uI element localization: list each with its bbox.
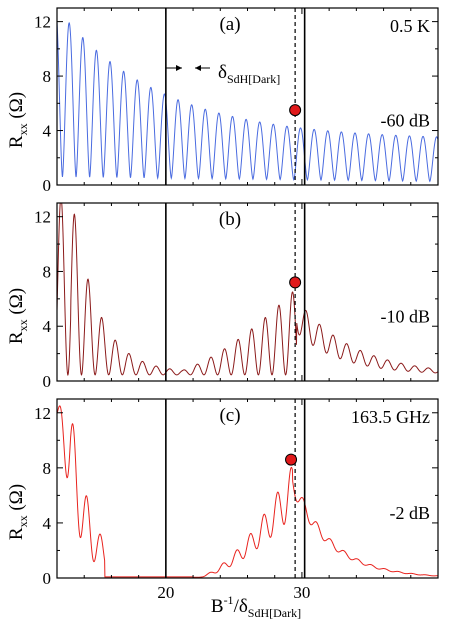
panel-label-0: (a): [219, 14, 240, 35]
xlabel-main: B: [211, 596, 224, 617]
ylabel-unit: (Ω): [6, 484, 27, 511]
y-tick-label-1-2: 8: [43, 262, 52, 281]
corner-label-2: 163.5 GHz: [351, 407, 430, 427]
ylabel-unit: (Ω): [6, 288, 27, 315]
y-tick-label-0-2: 8: [43, 67, 52, 86]
y-tick-label-2-3: 12: [34, 404, 51, 423]
power-label-0: -60 dB: [381, 111, 431, 131]
y-tick-label-1-3: 12: [34, 208, 51, 227]
marker-2: [285, 453, 298, 466]
delta-main: δ: [218, 62, 227, 83]
ylabel-main: R: [6, 527, 27, 540]
y-tick-label-0-3: 12: [34, 13, 51, 32]
x-tick-label-1: 30: [293, 583, 310, 602]
y-tick-label-2-0: 0: [43, 569, 52, 588]
svg-text:δSdH[Dark]: δSdH[Dark]: [218, 62, 280, 86]
ylabel-sub: xx: [16, 515, 30, 527]
plot-frame-0: [56, 7, 439, 186]
ylabel-main: R: [6, 331, 27, 344]
y-tick-label-1-0: 0: [43, 372, 52, 391]
corner-label-0: 0.5 K: [390, 16, 430, 36]
marker-0: [289, 104, 302, 117]
y-tick-label-1-1: 4: [43, 317, 52, 336]
series-line-0-0: [57, 21, 438, 183]
y-tick-label-2-1: 4: [43, 514, 52, 533]
svg-text:Rxx (Ω): Rxx (Ω): [6, 288, 30, 344]
xlabel-sup: -1: [224, 593, 234, 607]
xlabel-sub: SdH[Dark]: [248, 606, 301, 620]
svg-text:Rxx (Ω): Rxx (Ω): [6, 484, 30, 540]
svg-text:Rxx (Ω): Rxx (Ω): [6, 92, 30, 148]
panel-label-1: (b): [219, 209, 241, 230]
delta-annotation: δSdH[Dark]: [166, 62, 280, 86]
y-axis-label-c: Rxx (Ω): [6, 484, 30, 540]
series-line-2-0: [57, 405, 438, 578]
power-label-2: -2 dB: [390, 503, 431, 523]
ylabel-sub: xx: [16, 123, 30, 135]
power-label-1: -10 dB: [381, 306, 431, 326]
y-axis-label-b: Rxx (Ω): [6, 288, 30, 344]
delta-sub: SdH[Dark]: [227, 72, 280, 86]
x-tick-label-0: 20: [157, 583, 174, 602]
y-tick-label-0-1: 4: [43, 122, 52, 141]
y-tick-label-2-2: 8: [43, 459, 52, 478]
panel-0: 0 4 8 12 (a) 0.5 K -60 dB: [34, 7, 439, 195]
x-axis-label: B-1/δSdH[Dark]: [211, 593, 301, 620]
panel-label-2: (c): [219, 405, 240, 426]
ylabel-main: R: [6, 135, 27, 148]
xlabel-slash: /δ: [234, 596, 248, 617]
ylabel-unit: (Ω): [6, 92, 27, 119]
y-axis-label-a: Rxx (Ω): [6, 92, 30, 148]
marker-1: [289, 276, 302, 289]
panel-2: 0 4 8 12 (c) 163.5 GHz -2 dB 20 30: [34, 398, 439, 602]
y-tick-label-0-0: 0: [43, 176, 52, 195]
panel-1: 0 4 8 12 (b) -10 dB: [34, 202, 439, 391]
ylabel-sub: xx: [16, 319, 30, 331]
plot-frame-1: [56, 202, 439, 382]
series-line-1-0: [57, 203, 438, 377]
